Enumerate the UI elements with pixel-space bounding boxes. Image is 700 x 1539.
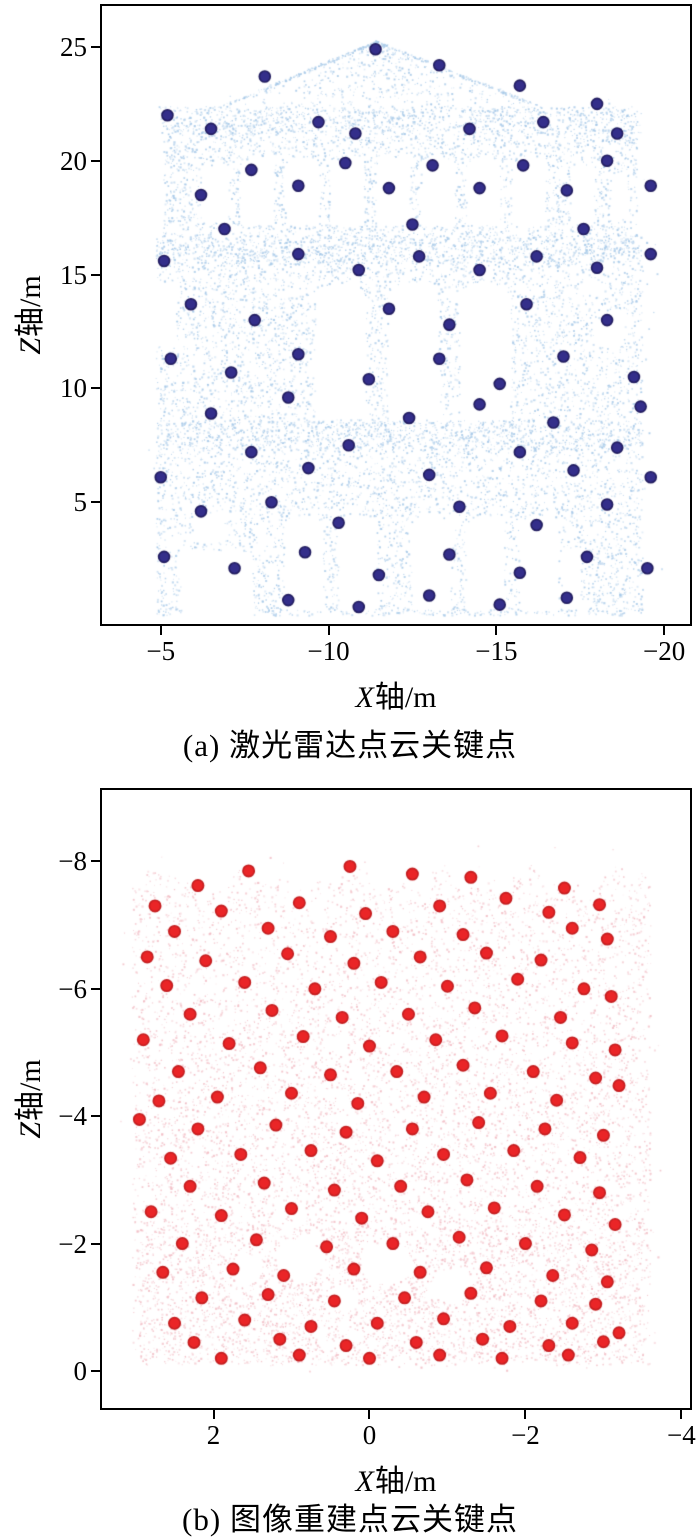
y-axis-label-b: Z轴/m (5, 1059, 49, 1138)
y-tick-label: 10 (60, 373, 87, 404)
x-tick-mark (159, 626, 162, 635)
caption-a: (a) 激光雷达点云关键点 (182, 728, 518, 763)
x-tick-mark (663, 626, 666, 635)
y-tick-mark (91, 1242, 100, 1245)
y-tick-label: 5 (73, 487, 88, 518)
x-axis-unit-b: 轴/m (374, 1465, 437, 1498)
x-tick-mark (212, 1410, 215, 1419)
reconstruction-point-cloud-canvas (102, 790, 690, 1408)
y-tick-mark (91, 1370, 100, 1373)
y-tick-mark (91, 387, 100, 390)
y-axis-label-a: Z轴/m (5, 275, 49, 354)
x-tick-label: −20 (643, 636, 686, 666)
y-tick-label: −4 (58, 1101, 87, 1132)
y-tick-label: −8 (58, 846, 87, 877)
y-axis-variable-b: Z (14, 1121, 47, 1139)
y-tick-mark (91, 273, 100, 276)
x-tick-label: −4 (667, 1420, 696, 1450)
y-axis-unit-b: 轴/m (14, 1059, 47, 1121)
x-axis-variable-a: X (355, 681, 374, 714)
x-tick-mark (524, 1410, 527, 1419)
y-axis-unit-a: 轴/m (14, 275, 47, 337)
y-tick-mark (91, 159, 100, 162)
y-tick-label: 0 (73, 1356, 88, 1387)
y-tick-mark (91, 860, 100, 863)
plot-area-b: 2 0 −2 −4 −8 −6 −4 −2 0 (58, 788, 696, 1449)
x-axis-unit-a: 轴/m (374, 681, 437, 714)
x-tick-mark (327, 626, 330, 635)
caption-b: (b) 图像重建点云关键点 (182, 1502, 518, 1537)
y-tick-label: 15 (60, 259, 87, 290)
x-tick-label: 2 (206, 1420, 221, 1450)
x-tick-label: −15 (475, 636, 518, 666)
plot-area-a: −5 −10 −15 −20 5 10 15 20 25 (60, 4, 692, 665)
lidar-point-cloud-canvas (102, 6, 690, 624)
x-tick-mark (495, 626, 498, 635)
x-tick-label: −2 (511, 1420, 540, 1450)
y-tick-label: 20 (60, 145, 87, 176)
y-tick-label: −6 (58, 973, 87, 1004)
x-tick-label: 0 (362, 1420, 377, 1450)
x-tick-mark (368, 1410, 371, 1419)
y-tick-mark (91, 1115, 100, 1118)
x-axis-label-a: X轴/m (100, 672, 692, 716)
y-axis-variable-a: Z (14, 337, 47, 355)
y-tick-mark (91, 501, 100, 504)
y-tick-mark (91, 987, 100, 990)
y-tick-mark (91, 45, 100, 48)
x-tick-label: −5 (146, 636, 176, 666)
x-axis-variable-b: X (355, 1465, 374, 1498)
x-tick-label: −10 (307, 636, 350, 666)
y-tick-label: 25 (60, 31, 87, 62)
x-tick-mark (680, 1410, 683, 1419)
y-tick-label: −2 (58, 1228, 87, 1259)
x-axis-label-b: X轴/m (100, 1456, 692, 1500)
